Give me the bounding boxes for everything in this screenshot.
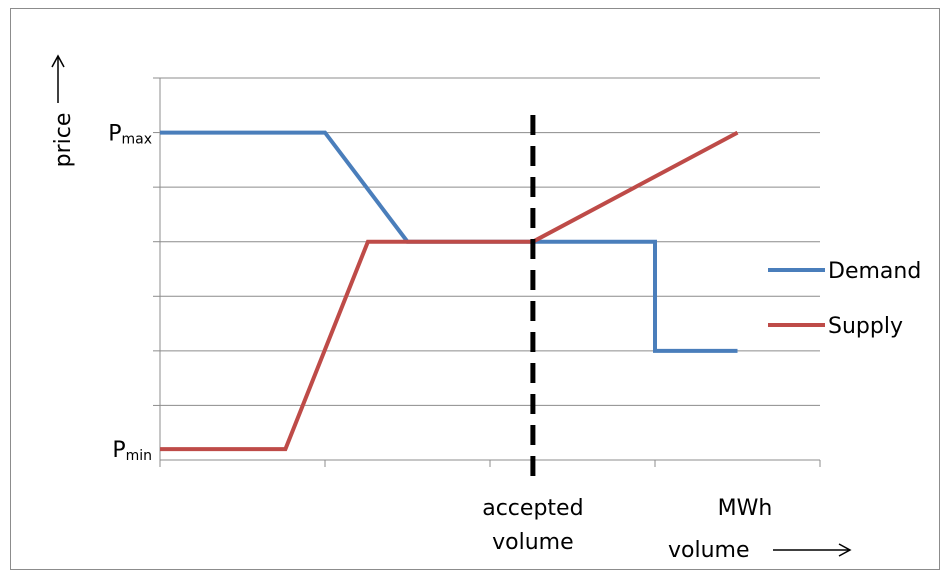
series-line-supply xyxy=(160,130,739,452)
axes xyxy=(153,77,821,467)
legend-label-demand: Demand xyxy=(828,259,921,284)
x-axis-label: volume xyxy=(668,538,750,563)
x-axis-unit-label: MWh xyxy=(718,496,773,521)
x-arrowhead-icon xyxy=(838,543,852,557)
chart-border xyxy=(10,8,940,570)
accepted-volume-label: volume xyxy=(492,530,574,555)
y-arrowhead-icon xyxy=(51,54,65,68)
accepted-volume-label: accepted xyxy=(482,496,583,521)
legend-label-supply: Supply xyxy=(828,314,903,339)
y-tick-label-max: Pmax xyxy=(108,122,152,148)
labels: price MWh volume Pmax Pmin accepted volume D… xyxy=(51,54,921,563)
y-axis-label: price xyxy=(51,113,76,168)
y-tick-label-min: Pmin xyxy=(112,438,152,464)
